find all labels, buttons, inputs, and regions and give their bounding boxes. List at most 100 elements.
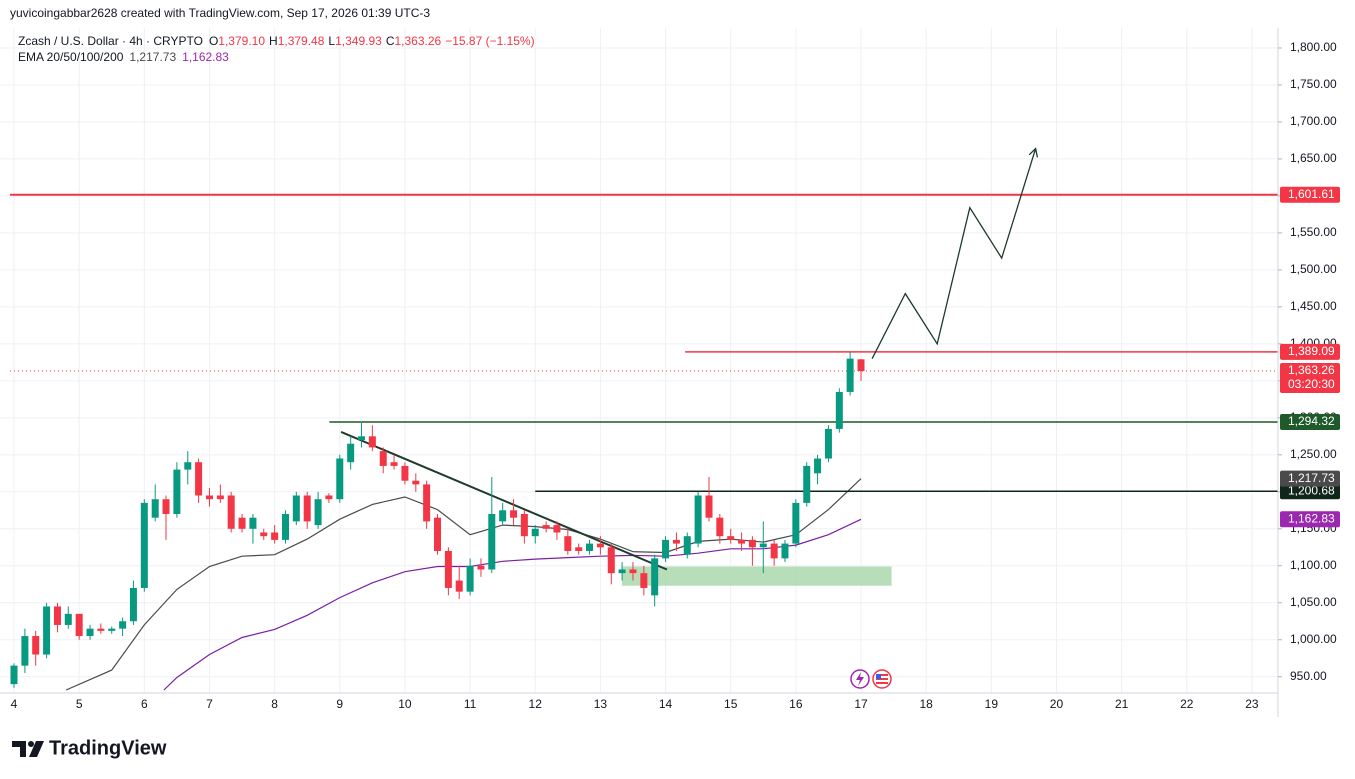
candle-body	[64, 613, 72, 625]
candle-body	[347, 443, 355, 463]
brand-logo: TradingView	[12, 737, 167, 759]
candle-body	[727, 536, 735, 540]
y-tick-label: 1,750.00	[1290, 77, 1337, 91]
candle-body	[32, 636, 40, 655]
candle-body	[184, 462, 192, 470]
price-tags: 1,601.61 1,389.09 1,294.32 1,200.681,217.73…	[1280, 186, 1340, 528]
flag-stripe	[876, 676, 888, 678]
ema-legend-value: 1,217.73	[129, 50, 176, 64]
candle-body	[108, 628, 116, 631]
candle-body	[705, 495, 713, 518]
event-icons	[850, 669, 892, 689]
projection-path	[871, 148, 1037, 359]
legend-key: L	[328, 34, 335, 48]
y-tick-label: 1,500.00	[1290, 262, 1337, 276]
candle-body	[564, 536, 572, 551]
candle-body	[368, 436, 376, 448]
candle-body	[792, 502, 800, 544]
candle-body	[694, 495, 702, 544]
logo-shape	[28, 741, 34, 747]
price-tag-label: 1,363.26	[1288, 363, 1335, 377]
legend-line: Zcash / U.S. Dollar · 4h · CRYPTO O1,379.…	[18, 34, 535, 48]
flag-canton	[876, 674, 881, 679]
candle-body	[303, 495, 311, 522]
x-tick-label: 8	[271, 697, 278, 711]
price-tag	[1280, 414, 1340, 431]
price-tag-label: 1,217.73	[1288, 471, 1335, 485]
candle-body	[75, 613, 83, 637]
candle-body	[596, 543, 604, 548]
candle-body	[499, 510, 507, 522]
y-tick-label: 1,000.00	[1290, 632, 1337, 646]
x-tick-label: 10	[398, 697, 412, 711]
candle-body	[423, 484, 431, 522]
price-tag-label: 1,162.83	[1288, 511, 1335, 525]
y-tick-label: 1,550.00	[1290, 225, 1337, 239]
candle-body	[488, 513, 496, 570]
candle-body	[21, 636, 29, 666]
price-tag-label: 1,389.09	[1288, 344, 1335, 358]
candle-body	[379, 451, 387, 466]
x-tick-label: 23	[1245, 697, 1259, 711]
candle-body	[434, 517, 442, 551]
candle-body	[651, 558, 659, 596]
price-tag	[1280, 363, 1340, 394]
candle-body	[401, 465, 409, 481]
price-tag	[1280, 470, 1340, 487]
legend-key: O	[209, 34, 218, 48]
candle-body	[97, 628, 105, 631]
candle-body	[748, 539, 756, 548]
x-tick-label: 18	[919, 697, 933, 711]
candle-body	[738, 539, 746, 544]
candle-body	[716, 517, 724, 537]
candle-body	[857, 359, 865, 372]
price-tag-label: 1,601.61	[1288, 187, 1335, 201]
x-tick-label: 21	[1115, 697, 1129, 711]
candle-body	[759, 543, 767, 548]
candle-body	[325, 495, 333, 500]
x-tick-label: 13	[594, 697, 608, 711]
trendline	[340, 430, 668, 571]
x-tick-label: 4	[11, 697, 18, 711]
candle-body	[282, 513, 290, 540]
legend-key: H	[269, 34, 278, 48]
x-tick-label: 17	[854, 697, 868, 711]
candle-body	[162, 499, 170, 514]
countdown-label: 03:20:30	[1288, 377, 1335, 391]
x-tick-label: 22	[1180, 697, 1194, 711]
x-tick-label: 19	[985, 697, 999, 711]
candle-body	[510, 510, 518, 518]
y-tick-label: 1,050.00	[1290, 595, 1337, 609]
legend-symbol: Zcash / U.S. Dollar · 4h · CRYPTO	[18, 34, 203, 48]
candle-body	[292, 495, 300, 522]
candle-body	[314, 499, 322, 526]
ema-legend-value: 1,162.83	[182, 50, 229, 64]
candle-body	[129, 587, 137, 622]
candle-body	[271, 532, 279, 540]
legend-value: 1,363.26	[394, 34, 441, 48]
candle-body	[336, 458, 344, 500]
x-tick-label: 15	[724, 697, 738, 711]
candle-body	[672, 539, 680, 544]
y-tick-label: 1,250.00	[1290, 447, 1337, 461]
candle-body	[781, 543, 789, 559]
candle-body	[542, 525, 550, 529]
candle-body	[227, 495, 235, 529]
candle-body	[43, 606, 51, 655]
candle-body	[140, 502, 148, 588]
x-tick-label: 11	[464, 697, 477, 711]
ema-legend: EMA 20/50/100/200 1,217.73 1,162.83	[18, 50, 229, 64]
event-icon-bolt	[856, 672, 864, 686]
attribution: yuvicoingabbar2628 created with TradingV…	[10, 6, 430, 20]
candle-body	[575, 547, 583, 551]
y-tick-label: 1,450.00	[1290, 299, 1337, 313]
candle-body	[618, 569, 626, 574]
ema-legend-name: EMA 20/50/100/200	[18, 50, 124, 64]
candle-body	[803, 465, 811, 503]
candle-body	[629, 569, 637, 574]
price-tag-label: 1,294.32	[1288, 414, 1335, 428]
flag-icon	[876, 674, 888, 684]
candle-body	[640, 573, 648, 588]
